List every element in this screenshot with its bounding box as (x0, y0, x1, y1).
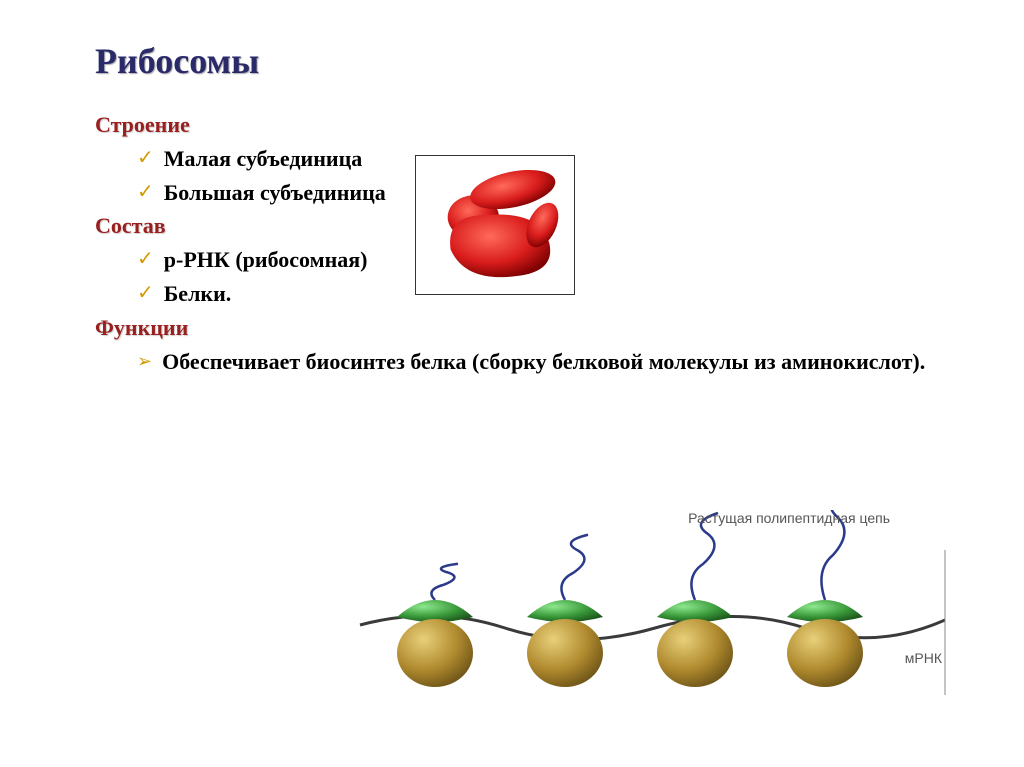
bullet-row: ➢ Обеспечивает биосинтез белка (сборку бе… (137, 347, 954, 377)
section-header: Строение (95, 112, 954, 138)
polysome-figure: Растущая полипептидная цепь мРНК (355, 510, 950, 700)
arrow-icon: ➢ (137, 347, 152, 375)
bullet-text: Малая субъединица (164, 144, 362, 174)
bullet-text: р-РНК (рибосомная) (164, 245, 368, 275)
check-icon: ✓ (137, 178, 154, 206)
check-icon: ✓ (137, 245, 154, 273)
ribosome-svg (416, 156, 574, 294)
polysome-svg (355, 510, 950, 700)
polypeptide-chain-label: Растущая полипептидная цепь (688, 510, 890, 526)
page-title: Рибосомы (95, 40, 954, 82)
section-header: Функции (95, 315, 954, 341)
bullet-text: Обеспечивает биосинтез белка (сборку бел… (162, 347, 925, 377)
bullet-text: Белки. (164, 279, 232, 309)
mrna-label: мРНК (905, 650, 942, 666)
bullet-text: Большая субъединица (164, 178, 386, 208)
check-icon: ✓ (137, 279, 154, 307)
check-icon: ✓ (137, 144, 154, 172)
slide-container: Рибосомы Строение ✓ Малая субъединица ✓ Боль… (0, 0, 1024, 767)
ribosome-structure-figure (415, 155, 575, 295)
